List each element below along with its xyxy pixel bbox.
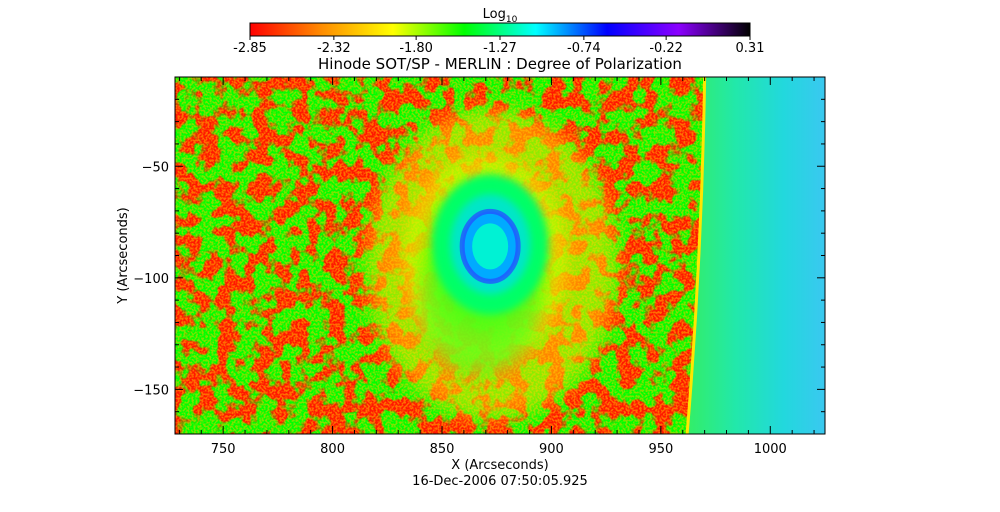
- x-tick-label: 800: [320, 442, 345, 457]
- y-tick-label: −100: [133, 272, 169, 287]
- y-axis: −50 −100 −150: [133, 98, 825, 435]
- colorbar-tick-label: -1.27: [483, 41, 517, 56]
- heatmap-image: [175, 77, 825, 434]
- chart-title: Hinode SOT/SP - MERLIN : Degree of Polar…: [318, 55, 682, 73]
- x-tick-label: 950: [648, 442, 673, 457]
- timestamp-subtitle: 16-Dec-2006 07:50:05.925: [412, 474, 588, 489]
- colorbar: Log10 -2.85 -2.32 -1.80 -1.27 -0.74 -0.22 0.31: [233, 7, 764, 56]
- colorbar-tick-label: -0.22: [649, 41, 683, 56]
- x-axis-label: X (Arcseconds): [451, 458, 548, 473]
- colorbar-tick-label: -2.85: [233, 41, 267, 56]
- x-tick-label: 850: [430, 442, 455, 457]
- y-tick-label: −50: [142, 160, 169, 175]
- colorbar-tick-label: 0.31: [736, 41, 765, 56]
- colorbar-bar: [249, 22, 751, 37]
- colorbar-tick-label: -2.32: [317, 41, 351, 56]
- limb-edge: [685, 77, 707, 434]
- off-limb-region: [687, 77, 825, 434]
- x-tick-label: 1000: [754, 442, 787, 457]
- sunspot: [367, 109, 618, 420]
- colorbar-tick-label: -1.80: [399, 41, 433, 56]
- x-tick-label: 900: [539, 442, 564, 457]
- y-tick-label: −150: [133, 383, 169, 398]
- colorbar-label: Log10: [483, 7, 518, 25]
- colorbar-tick-label: -0.74: [567, 41, 601, 56]
- y-axis-label: Y (Arcseconds): [116, 207, 131, 304]
- x-tick-label: 750: [211, 442, 236, 457]
- x-axis: 750 800 850 900 950 1000: [178, 77, 815, 457]
